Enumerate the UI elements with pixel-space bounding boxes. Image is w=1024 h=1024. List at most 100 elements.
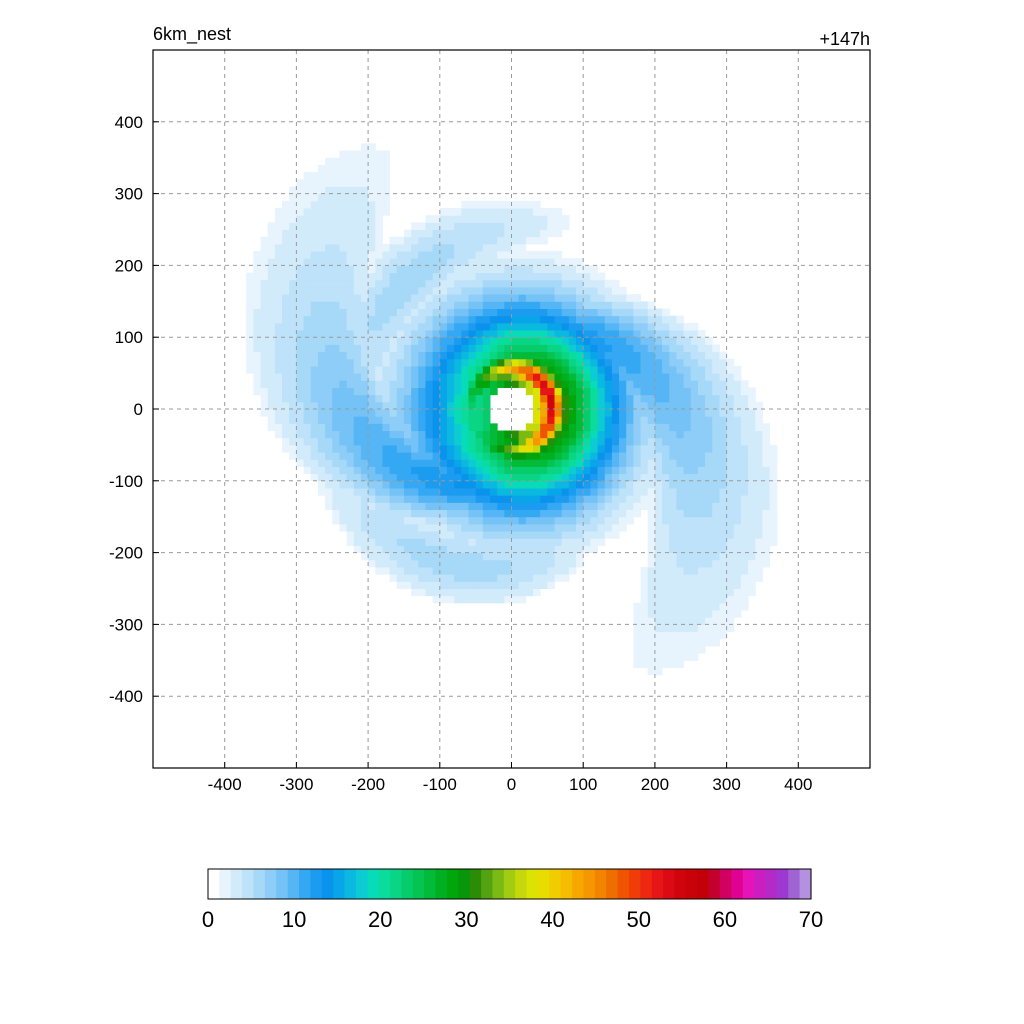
- field-cell: [411, 473, 419, 482]
- field-cell: [267, 251, 276, 259]
- field-cell: [339, 459, 348, 467]
- field-cell: [683, 602, 692, 611]
- field-cell: [475, 487, 484, 496]
- field-cell: [504, 487, 512, 496]
- field-cell: [267, 265, 276, 274]
- field-cell: [611, 409, 620, 417]
- field-cell: [461, 394, 469, 403]
- field-cell: [353, 164, 362, 173]
- field-cell: [604, 344, 613, 353]
- field-cell: [325, 344, 333, 353]
- colorbar-swatch: [594, 869, 607, 899]
- field-cell: [683, 473, 692, 482]
- field-cell: [439, 394, 448, 403]
- field-cell: [360, 279, 369, 288]
- field-cell: [504, 236, 512, 245]
- field-cell: [382, 172, 391, 180]
- field-cell: [468, 344, 477, 353]
- field-cell: [468, 430, 477, 439]
- field-cell: [690, 351, 699, 360]
- field-cell: [511, 574, 520, 582]
- field-cell: [446, 394, 455, 403]
- field-cell: [317, 430, 326, 439]
- field-cell: [504, 380, 512, 388]
- field-cell: [296, 358, 305, 367]
- field-cell: [282, 344, 290, 353]
- field-cell: [332, 308, 340, 317]
- field-cell: [633, 502, 642, 511]
- field-cell: [432, 466, 441, 475]
- field-cell: [669, 459, 677, 467]
- field-cell: [712, 502, 720, 511]
- field-cell: [626, 373, 634, 381]
- field-cell: [568, 358, 577, 367]
- field-cell: [332, 207, 340, 216]
- field-cell: [253, 265, 262, 274]
- field-cell: [554, 552, 563, 561]
- field-cell: [533, 286, 541, 295]
- field-cell: [690, 610, 699, 618]
- field-cell: [425, 430, 434, 439]
- field-cell: [583, 272, 591, 281]
- field-cell: [611, 516, 620, 525]
- field-cell: [518, 509, 527, 518]
- field-cell: [590, 523, 599, 532]
- field-cell: [604, 365, 613, 374]
- field-cell: [597, 416, 606, 424]
- field-cell: [418, 416, 426, 424]
- field-cell: [346, 337, 355, 345]
- field-cell: [697, 380, 706, 388]
- field-cell: [411, 358, 419, 367]
- field-cell: [662, 308, 670, 317]
- field-cell: [468, 509, 477, 518]
- field-cell: [325, 480, 333, 489]
- field-cell: [310, 286, 319, 295]
- field-cell: [576, 473, 584, 482]
- field-cell: [274, 243, 283, 252]
- field-cell: [425, 552, 434, 561]
- field-cell: [346, 243, 355, 252]
- field-cell: [346, 179, 355, 187]
- field-cell: [540, 581, 548, 589]
- field-cell: [432, 516, 441, 525]
- field-cell: [561, 409, 570, 417]
- field-cell: [604, 409, 613, 417]
- field-cell: [339, 430, 348, 439]
- field-cell: [726, 423, 735, 432]
- field-cell: [446, 351, 455, 360]
- field-cell: [669, 394, 677, 403]
- field-cell: [525, 437, 534, 446]
- field-cell: [697, 602, 706, 611]
- field-cell: [525, 466, 534, 475]
- field-cell: [489, 337, 498, 345]
- field-cell: [547, 459, 556, 467]
- field-cell: [712, 437, 720, 446]
- field-cell: [740, 466, 749, 475]
- field-cell: [482, 236, 491, 245]
- field-cell: [619, 337, 627, 345]
- field-cell: [769, 473, 778, 482]
- field-cell: [461, 459, 469, 467]
- field-cell: [432, 265, 441, 274]
- field-cell: [475, 243, 484, 252]
- field-cell: [712, 480, 720, 489]
- field-cell: [475, 595, 484, 604]
- colorbar-swatch: [242, 869, 255, 899]
- field-cell: [640, 373, 649, 381]
- field-cell: [346, 430, 355, 439]
- field-cell: [662, 444, 670, 453]
- field-cell: [375, 200, 383, 209]
- field-cell: [748, 588, 756, 597]
- field-cell: [662, 351, 670, 360]
- field-cell: [748, 459, 756, 467]
- field-cell: [590, 473, 599, 482]
- field-cell: [719, 437, 728, 446]
- field-cell: [310, 387, 319, 396]
- field-cell: [461, 401, 469, 410]
- field-cell: [705, 409, 713, 417]
- field-cell: [626, 394, 634, 403]
- field-cell: [619, 487, 627, 496]
- field-cell: [511, 523, 520, 532]
- field-cell: [525, 581, 534, 589]
- field-cell: [461, 308, 469, 317]
